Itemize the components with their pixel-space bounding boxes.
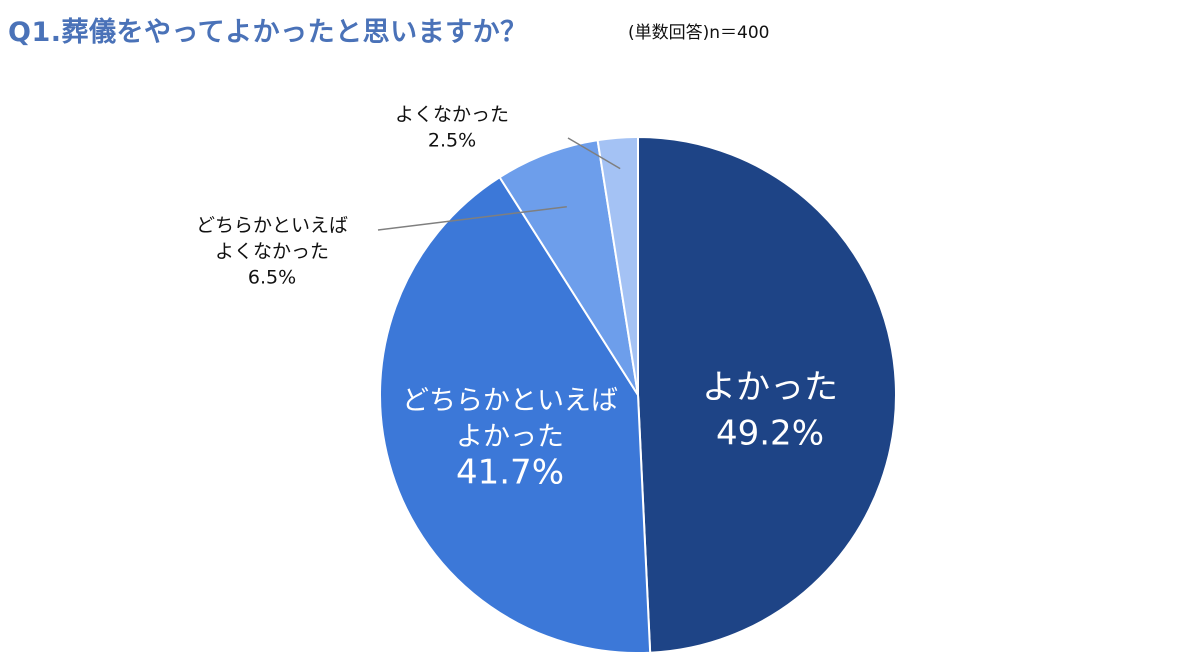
slice-value-label-0: 49.2% [716,414,824,454]
slice-category-label-1: どちらかといえば [402,386,618,417]
slice-value-label-1: 41.7% [456,453,564,493]
chart-title: Q1.葬儀をやってよかったと思いますか？ [8,17,528,48]
leader-line-3 [567,137,621,170]
chart-subtitle: (単数回答)n＝400 [628,23,770,43]
slice-category-label-0: よかった [702,368,838,408]
pie-slice-1 [379,175,652,654]
leader-line-2 [377,206,567,231]
slice-category-label-3: よくなかった [395,104,509,126]
pie-slice-3 [596,135,639,396]
slice-category-label-1: よかった [456,422,564,453]
slice-category-label-2: よくなかった [215,241,329,263]
slice-value-label-3: 2.5% [428,130,476,152]
pie-slice-0 [637,135,897,654]
slice-value-label-2: 6.5% [248,267,296,289]
slice-category-label-2: どちらかといえば [196,215,348,237]
